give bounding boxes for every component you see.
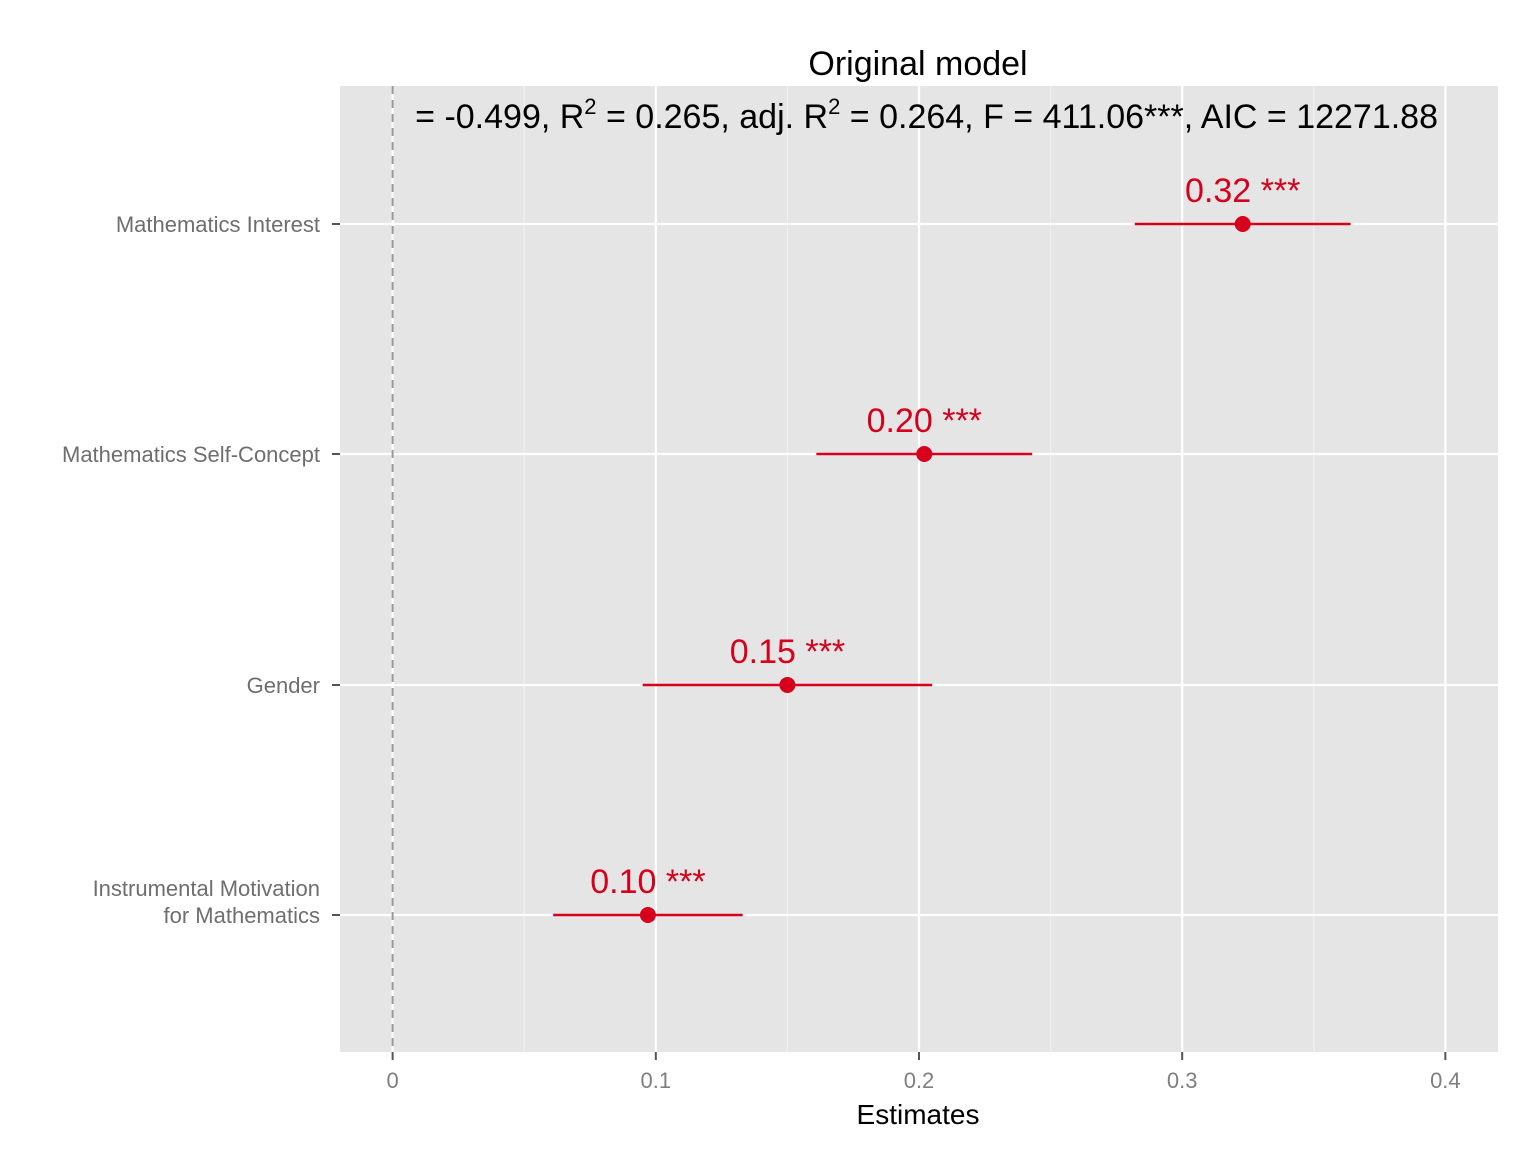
stats-superscript-2: 2 [828, 94, 840, 119]
x-tick-label: 0 [387, 1068, 399, 1093]
x-tick-label: 0.3 [1167, 1068, 1198, 1093]
y-tick-label: Mathematics Self-Concept [62, 442, 320, 467]
y-tick-label: Mathematics Interest [116, 212, 320, 237]
estimate-label: 0.32 *** [1185, 172, 1300, 210]
estimates: 0.32 *** 0.20 *** 0.15 *** 0.10 *** [553, 172, 1351, 923]
estimate-point [916, 446, 933, 462]
y-tick-label: Instrumental Motivation for Mathematics [93, 876, 320, 928]
y-tick-label-line: Instrumental Motivation [93, 876, 320, 901]
chart-title: Original model [808, 45, 1027, 83]
y-tick-label: Gender [247, 673, 320, 698]
y-tick-label-line: Gender [247, 673, 320, 698]
x-axis: 0 0.1 0.2 0.3 0.4 [387, 1052, 1461, 1093]
estimate-point [1234, 216, 1251, 232]
x-axis-title: Estimates [857, 1099, 980, 1130]
estimate-label: 0.20 *** [867, 402, 982, 440]
minor-gridlines [523, 86, 1315, 1052]
estimate-point [639, 907, 656, 923]
x-tick-label: 0.2 [904, 1068, 935, 1093]
model-stats: = -0.499, R2 = 0.265, adj. R2 = 0.264, F… [415, 94, 1438, 136]
estimate-label: 0.10 *** [590, 863, 705, 901]
y-tick-label-line: Mathematics Self-Concept [62, 442, 320, 467]
x-tick-label: 0.4 [1430, 1068, 1461, 1093]
stats-part-3: = 0.264, F = 411.06***, AIC = 12271.88 [840, 98, 1438, 136]
stats-superscript-1: 2 [584, 94, 596, 119]
estimate-label: 0.15 *** [730, 633, 845, 671]
stats-part-1: = -0.499, R [415, 98, 584, 136]
stats-part-2: = 0.265, adj. R [597, 98, 829, 136]
y-axis: Mathematics Interest Mathematics Self-Con… [62, 212, 340, 928]
estimate-point [779, 677, 796, 693]
y-tick-label-line: for Mathematics [164, 903, 321, 928]
y-tick-label-line: Mathematics Interest [116, 212, 320, 237]
svg-text:= -0.499, R2 = 0.265, adj. R2: = -0.499, R2 = 0.265, adj. R2 = 0.264, F… [415, 94, 1438, 136]
x-tick-label: 0.1 [641, 1068, 672, 1093]
